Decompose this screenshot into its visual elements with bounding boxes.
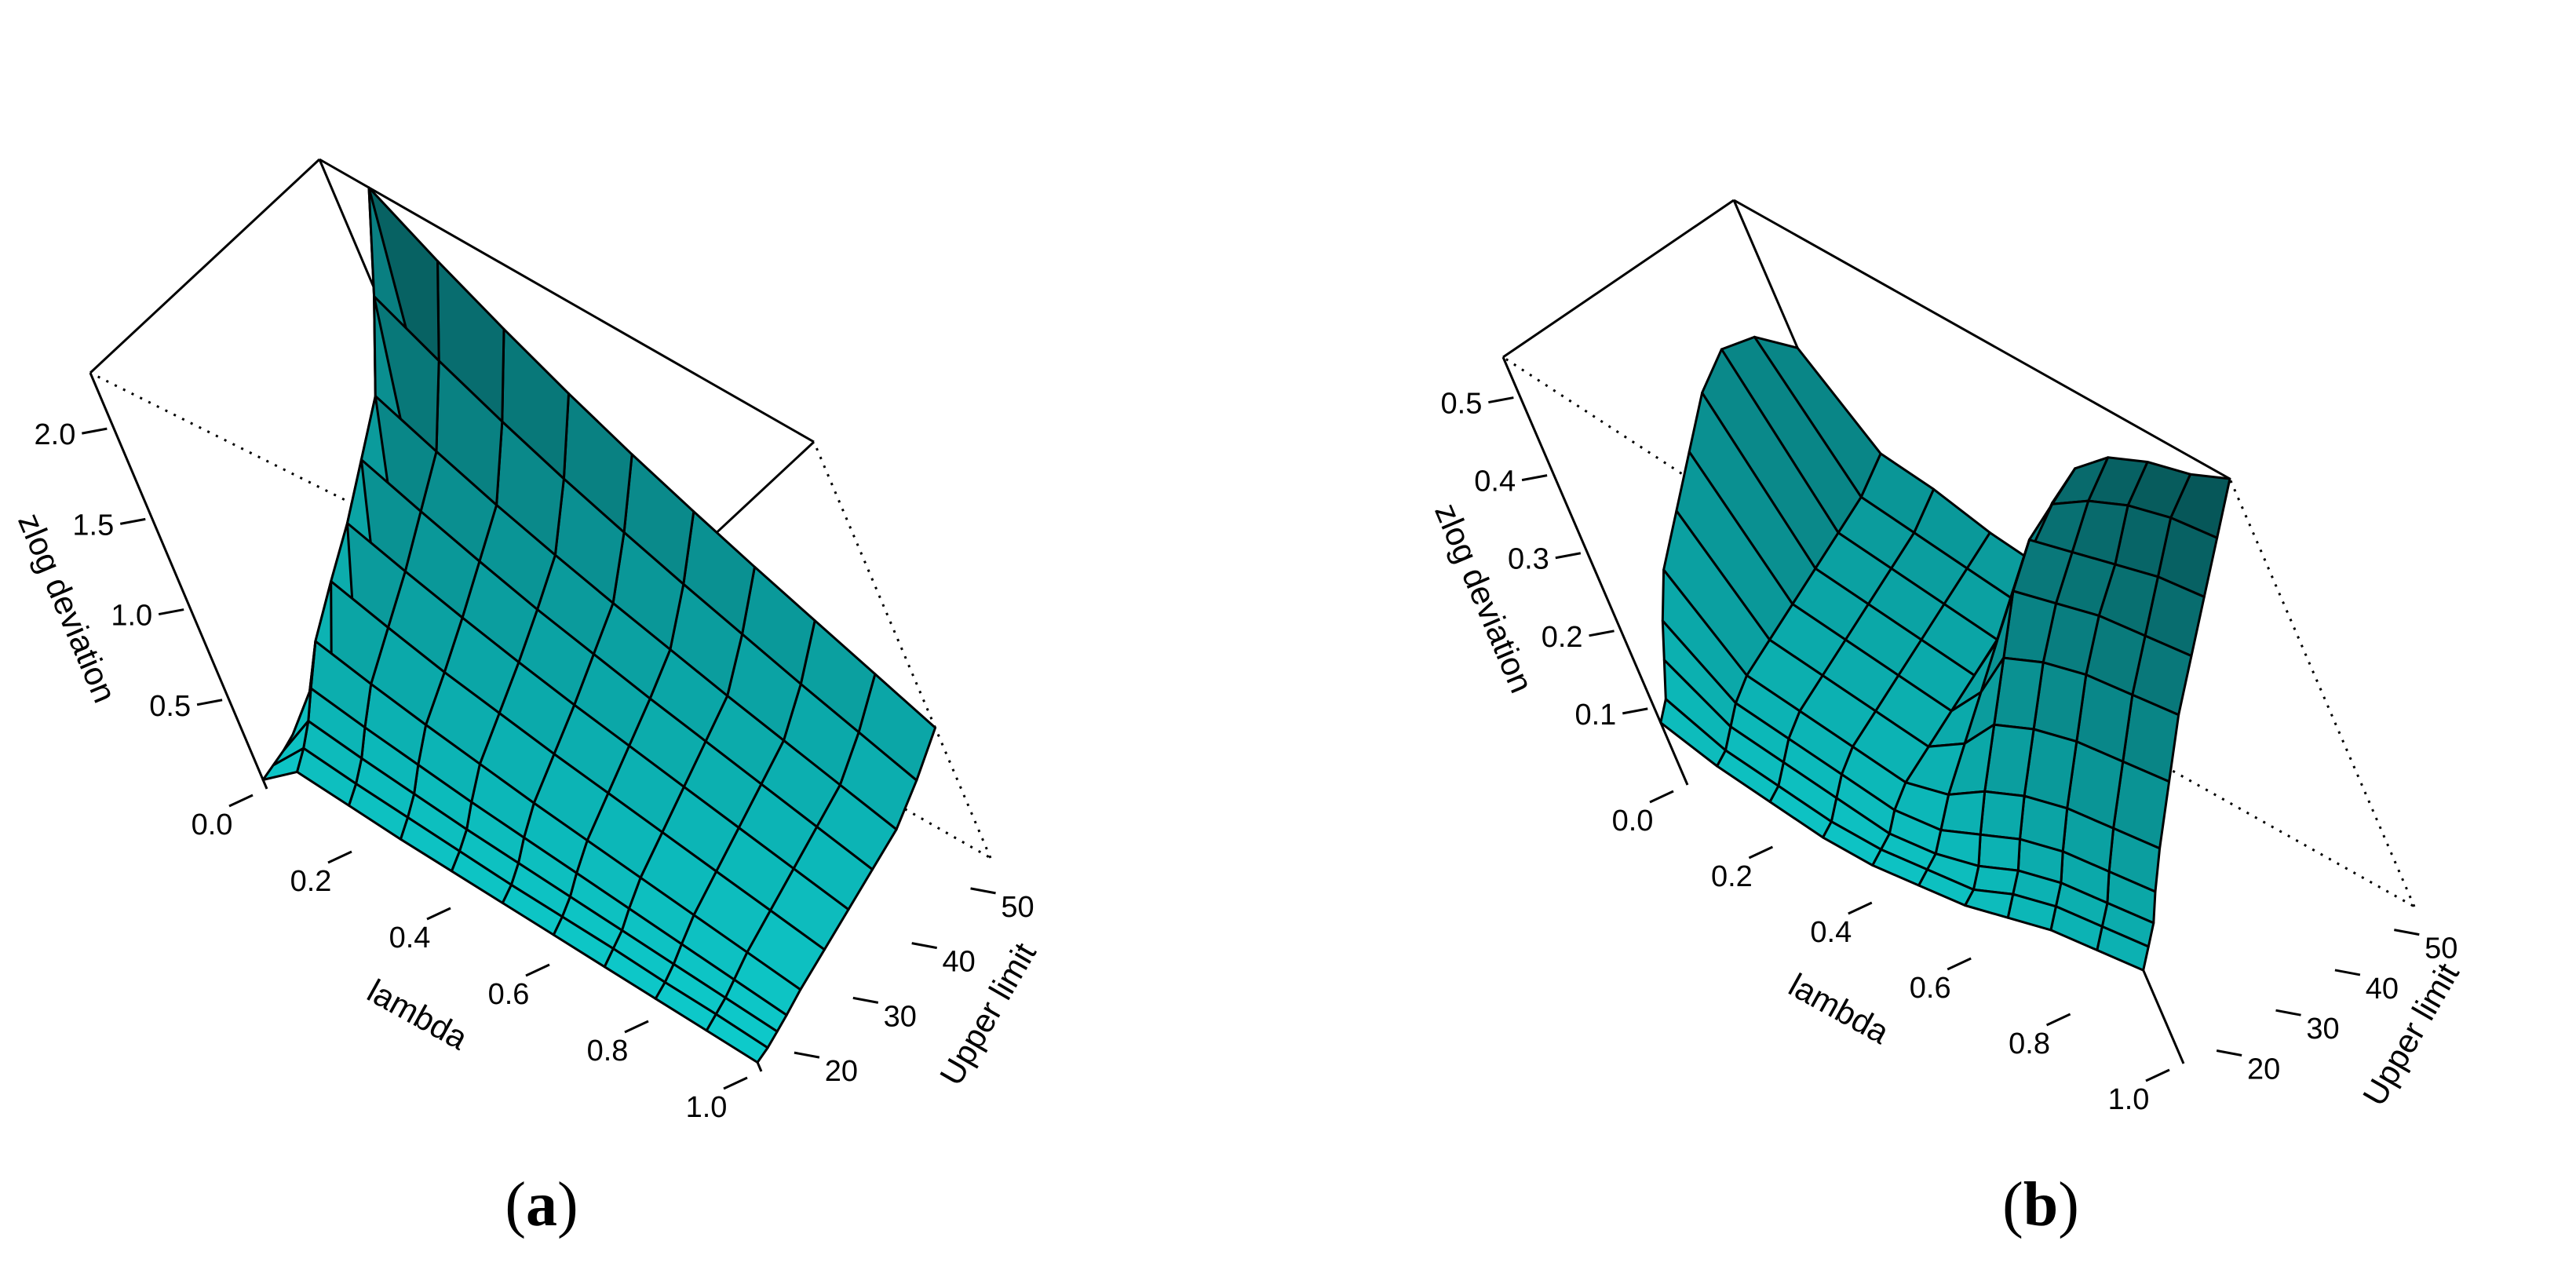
y-tick-label: 30 — [884, 1000, 917, 1033]
z-tick — [196, 699, 223, 706]
x-tick-label: 0.2 — [1711, 860, 1753, 893]
x-tick-label: 0.6 — [1910, 972, 1951, 1005]
x-tick — [2045, 1013, 2071, 1027]
x-axis-title: lambda — [361, 972, 474, 1057]
y-tick-label: 20 — [2247, 1053, 2280, 1086]
z-tick-label: 0.3 — [1508, 543, 1549, 576]
y-tick — [2275, 1009, 2301, 1016]
y-tick — [970, 887, 996, 895]
z-tick — [1488, 396, 1514, 404]
z-tick — [158, 608, 184, 616]
z-tick — [1589, 630, 1615, 637]
z-tick — [1622, 707, 1648, 715]
z-tick — [1521, 474, 1548, 482]
x-tick-label: 0.2 — [290, 865, 332, 898]
z-tick-label: 1.5 — [72, 509, 114, 542]
surface-facet — [1979, 790, 2026, 841]
y-tick — [2394, 929, 2420, 936]
x-tick — [1649, 790, 1674, 804]
y-tick-label: 40 — [943, 946, 976, 979]
box-edge — [1502, 199, 1735, 359]
y-tick-label: 40 — [2366, 973, 2399, 1005]
y-tick — [911, 942, 937, 950]
x-tick — [228, 794, 254, 808]
panel-a-ticks: 0.0 0.2 0.4 0.6 0.8 1.0 20 30 40 50 0.5 1.0 1.5 2.0 — [35, 418, 1034, 1124]
x-tick-label: 0.6 — [488, 978, 530, 1011]
y-tick — [2334, 969, 2361, 976]
panel-a-caption: (a) — [505, 1170, 578, 1239]
x-tick-label: 0.4 — [1810, 916, 1852, 949]
y-tick — [794, 1051, 820, 1059]
x-tick-label: 0.8 — [2009, 1027, 2050, 1060]
box-edge — [1733, 199, 2231, 480]
z-tick-label: 0.5 — [149, 690, 191, 723]
x-tick — [327, 850, 352, 864]
box-edge — [89, 158, 321, 374]
x-tick-label: 0.0 — [192, 808, 233, 841]
x-tick — [525, 963, 550, 977]
z-tick-label: 0.5 — [1441, 388, 1483, 421]
x-tick-label: 0.8 — [587, 1035, 629, 1068]
box-hidden-edge — [2228, 478, 2416, 907]
y-tick — [852, 996, 879, 1004]
surface-facet — [1659, 698, 1727, 768]
z-axis-title: zlog deviation — [1428, 498, 1541, 698]
panel-a-chart: 0.0 0.2 0.4 0.6 0.8 1.0 20 30 40 50 0.5 1.0 1.5 2.0 la… — [11, 158, 1043, 1124]
panel-b-surface — [1659, 335, 2231, 972]
z-tick — [82, 427, 108, 435]
surface-facet — [1977, 833, 2021, 872]
x-tick — [723, 1076, 748, 1090]
y-tick — [2216, 1049, 2242, 1057]
panel-b-ticks: 0.0 0.2 0.4 0.6 0.8 1.0 20 30 40 50 0.1 0.2 0.3 0.4 0.… — [1441, 388, 2458, 1116]
y-tick-label: 50 — [1001, 891, 1034, 924]
panel-b-caption: (b) — [2002, 1170, 2079, 1239]
y-tick-label: 30 — [2306, 1013, 2339, 1046]
x-tick — [1848, 901, 1873, 915]
x-tick-label: 1.0 — [2108, 1083, 2150, 1116]
z-tick-label: 0.4 — [1474, 465, 1516, 498]
panel-b-chart: 0.0 0.2 0.4 0.6 0.8 1.0 20 30 40 50 0.1 0.2 0.3 0.4 0.… — [1428, 199, 2466, 1116]
x-tick — [1748, 845, 1774, 859]
panel-a-surface — [261, 186, 937, 1064]
surface-facet — [261, 746, 305, 781]
y-tick-label: 50 — [2425, 932, 2457, 965]
z-tick — [119, 517, 146, 525]
z-tick-label: 0.2 — [1542, 621, 1583, 654]
z-tick-label: 2.0 — [35, 418, 76, 451]
box-edge — [89, 372, 268, 790]
x-tick-label: 0.0 — [1612, 805, 1654, 838]
x-tick-label: 1.0 — [686, 1091, 728, 1124]
z-tick-label: 0.1 — [1574, 699, 1616, 732]
box-edge — [1501, 356, 1689, 786]
box-edge — [319, 158, 815, 443]
y-tick-label: 20 — [825, 1055, 858, 1088]
x-tick-label: 0.4 — [389, 922, 431, 954]
x-tick — [1947, 957, 1972, 971]
x-tick — [624, 1020, 649, 1034]
x-tick — [426, 907, 451, 921]
x-axis-title: lambda — [1782, 966, 1896, 1051]
x-tick — [2145, 1068, 2170, 1082]
z-tick-label: 1.0 — [111, 600, 152, 633]
z-tick — [1555, 552, 1582, 560]
